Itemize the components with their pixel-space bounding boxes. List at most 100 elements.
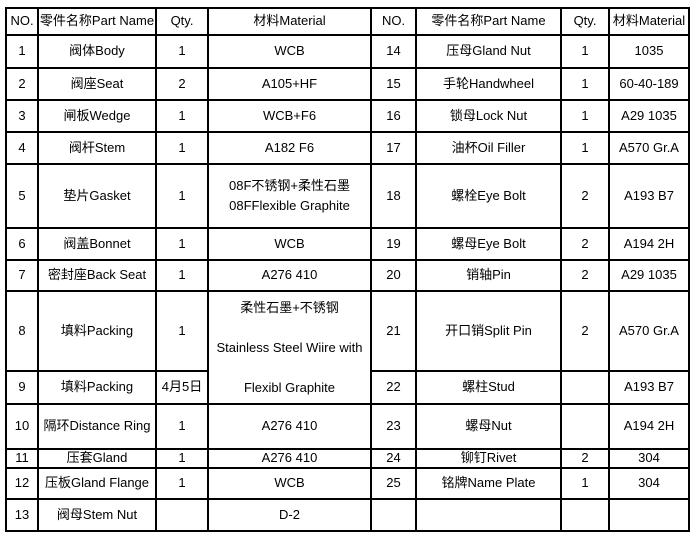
cell-qty: 1 — [562, 133, 610, 165]
cell-no: 19 — [372, 229, 417, 261]
cell-material: A570 Gr.A — [610, 292, 690, 372]
cell-material: 304 — [610, 450, 690, 469]
cell-part-name: 销轴Pin — [417, 261, 562, 292]
cell-qty: 1 — [157, 292, 209, 372]
cell-qty: 2 — [562, 229, 610, 261]
cell-part-name: 压套Gland — [39, 450, 157, 469]
header-no: NO. — [7, 9, 39, 36]
cell-part-name — [417, 500, 562, 532]
cell-qty: 1 — [157, 36, 209, 69]
cell-no: 21 — [372, 292, 417, 372]
cell-part-name: 填料Packing — [39, 292, 157, 372]
cell-no: 14 — [372, 36, 417, 69]
cell-no: 16 — [372, 101, 417, 133]
cell-part-name: 螺柱Stud — [417, 372, 562, 405]
cell-qty — [562, 372, 610, 405]
cell-no: 11 — [7, 450, 39, 469]
cell-material: A29 1035 — [610, 261, 690, 292]
header-part-name: 零件名称Part Name — [39, 9, 157, 36]
cell-material: A194 2H — [610, 229, 690, 261]
cell-no: 7 — [7, 261, 39, 292]
cell-no: 6 — [7, 229, 39, 261]
cell-no: 5 — [7, 165, 39, 229]
cell-part-name: 阀母Stem Nut — [39, 500, 157, 532]
cell-part-name: 阀盖Bonnet — [39, 229, 157, 261]
cell-no: 15 — [372, 69, 417, 101]
cell-qty: 1 — [157, 469, 209, 500]
cell-material: 1035 — [610, 36, 690, 69]
cell-part-name: 螺母Eye Bolt — [417, 229, 562, 261]
cell-qty: 2 — [562, 261, 610, 292]
cell-part-name: 阀座Seat — [39, 69, 157, 101]
cell-material: A29 1035 — [610, 101, 690, 133]
cell-material: A570 Gr.A — [610, 133, 690, 165]
cell-no: 18 — [372, 165, 417, 229]
cell-material: A194 2H — [610, 405, 690, 450]
cell-material: A276 410 — [209, 261, 372, 292]
cell-part-name: 铭牌Name Plate — [417, 469, 562, 500]
cell-material: A182 F6 — [209, 133, 372, 165]
cell-material-merged: 柔性石墨+不锈钢 Stainless Steel Wiire with Flex… — [209, 292, 372, 405]
header-material: 材料Material — [209, 9, 372, 36]
cell-qty: 2 — [157, 69, 209, 101]
cell-no: 2 — [7, 69, 39, 101]
cell-qty: 2 — [562, 450, 610, 469]
cell-qty: 1 — [157, 450, 209, 469]
cell-material: WCB — [209, 229, 372, 261]
cell-qty: 1 — [157, 133, 209, 165]
header-part-name: 零件名称Part Name — [417, 9, 562, 36]
cell-qty: 1 — [157, 405, 209, 450]
cell-part-name: 压板Gland Flange — [39, 469, 157, 500]
cell-material: WCB — [209, 469, 372, 500]
cell-no: 25 — [372, 469, 417, 500]
cell-no: 12 — [7, 469, 39, 500]
cell-no: 3 — [7, 101, 39, 133]
cell-material: A193 B7 — [610, 165, 690, 229]
cell-part-name: 螺母Nut — [417, 405, 562, 450]
cell-qty — [562, 500, 610, 532]
cell-no: 13 — [7, 500, 39, 532]
cell-no: 20 — [372, 261, 417, 292]
header-material: 材料Material — [610, 9, 690, 36]
cell-no: 10 — [7, 405, 39, 450]
header-no: NO. — [372, 9, 417, 36]
cell-qty: 1 — [157, 261, 209, 292]
cell-part-name: 阀体Body — [39, 36, 157, 69]
cell-part-name: 锁母Lock Nut — [417, 101, 562, 133]
cell-qty: 1 — [562, 69, 610, 101]
cell-material: A105+HF — [209, 69, 372, 101]
cell-part-name: 阀杆Stem — [39, 133, 157, 165]
cell-no — [372, 500, 417, 532]
cell-part-name: 密封座Back Seat — [39, 261, 157, 292]
cell-qty: 2 — [562, 165, 610, 229]
parts-table: NO. 零件名称Part Name Qty. 材料Material NO. 零件… — [5, 7, 690, 532]
cell-material: A193 B7 — [610, 372, 690, 405]
cell-no: 1 — [7, 36, 39, 69]
cell-material: A276 410 — [209, 405, 372, 450]
cell-qty — [562, 405, 610, 450]
cell-part-name: 垫片Gasket — [39, 165, 157, 229]
cell-qty: 1 — [562, 36, 610, 69]
cell-qty: 1 — [157, 229, 209, 261]
cell-no: 24 — [372, 450, 417, 469]
cell-material: 304 — [610, 469, 690, 500]
cell-no: 23 — [372, 405, 417, 450]
cell-material: 08F不锈钢+柔性石墨 08FFlexible Graphite — [209, 165, 372, 229]
cell-qty: 1 — [157, 165, 209, 229]
cell-part-name: 手轮Handwheel — [417, 69, 562, 101]
cell-qty: 4月5日 — [157, 372, 209, 405]
header-qty: Qty. — [157, 9, 209, 36]
cell-material — [610, 500, 690, 532]
cell-part-name: 隔环Distance Ring — [39, 405, 157, 450]
cell-part-name: 压母Gland Nut — [417, 36, 562, 69]
cell-qty: 2 — [562, 292, 610, 372]
cell-material: WCB+F6 — [209, 101, 372, 133]
cell-qty: 1 — [562, 101, 610, 133]
cell-material: WCB — [209, 36, 372, 69]
cell-part-name: 闸板Wedge — [39, 101, 157, 133]
cell-part-name: 铆钉Rivet — [417, 450, 562, 469]
cell-qty: 1 — [157, 101, 209, 133]
cell-material: 60-40-189 — [610, 69, 690, 101]
cell-no: 8 — [7, 292, 39, 372]
cell-no: 22 — [372, 372, 417, 405]
